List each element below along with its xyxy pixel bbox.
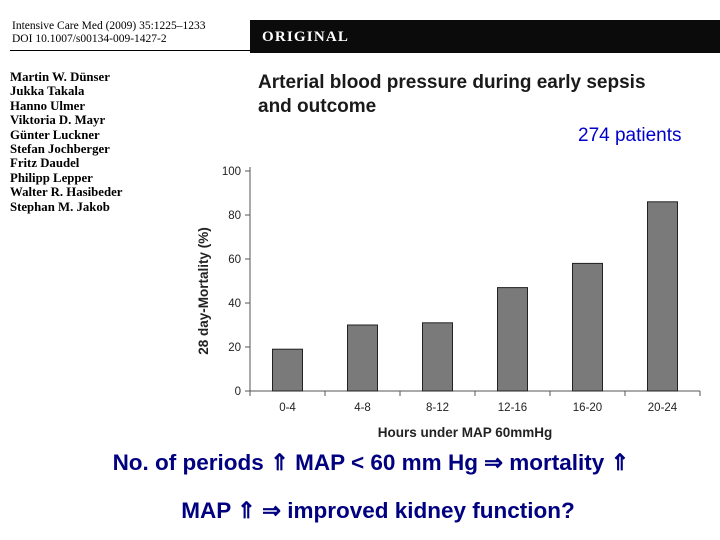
author-name: Jukka Takala	[10, 84, 85, 99]
bar-0-4	[272, 348, 303, 392]
article-title-line: Arterial blood pressure during early sep…	[258, 72, 646, 93]
y-axis-title: 28 day-Mortality (%)	[196, 227, 211, 355]
y-tick-label: 100	[222, 166, 241, 178]
y-tick-label: 80	[228, 210, 241, 222]
finding-mortality: No. of periods ⇑ MAP < 60 mm Hg ⇒ mortal…	[112, 450, 630, 475]
citation-doi: DOI 10.1007/s00134-009-1427-2	[12, 33, 167, 45]
bar-12-16	[497, 287, 528, 392]
author-name: Philipp Lepper	[10, 170, 93, 185]
section-banner: ORIGINAL	[250, 20, 720, 53]
author-list: Martin W. Dünser Jukka Takala Hanno Ulme…	[10, 70, 190, 214]
author-name: Hanno Ulmer	[10, 98, 86, 113]
mortality-bar-chart: 0 20 40 60 80 100 0-4 4-8 8-12 12-16 16-20 20-24 Hou…	[196, 166, 701, 440]
article-title: Arterial blood pressure during early sep…	[258, 71, 718, 119]
author-name: Stephan M. Jakob	[10, 199, 110, 214]
bar-4-8	[347, 324, 378, 392]
author-name: Günter Luckner	[10, 127, 100, 142]
author-name: Fritz Daudel	[10, 156, 80, 171]
finding-kidney-function: MAP ⇑ ⇒ improved kidney function?	[181, 498, 575, 523]
y-tick-label: 0	[235, 386, 241, 398]
y-tick-label: 40	[228, 298, 241, 310]
citation-divider	[10, 50, 252, 51]
bar-16-20	[572, 262, 603, 392]
x-tick-label: 0-4	[279, 402, 296, 414]
article-title-line: and outcome	[258, 96, 377, 117]
author-name: Viktoria D. Mayr	[10, 113, 106, 128]
x-tick-label: 16-20	[573, 402, 602, 414]
y-tick-label: 60	[228, 254, 241, 266]
x-axis-title: Hours under MAP 60mmHg	[378, 425, 553, 440]
x-tick-label: 12-16	[498, 402, 527, 414]
journal-citation: Intensive Care Med (2009) 35:1225–1233 D…	[12, 20, 252, 46]
bar-20-24	[647, 201, 678, 392]
author-name: Walter R. Hasibeder	[10, 185, 123, 200]
x-tick-label: 20-24	[648, 402, 678, 414]
x-tick-label: 4-8	[354, 402, 371, 414]
bar-8-12	[422, 322, 453, 392]
patient-count-label: 274 patients	[578, 125, 682, 146]
citation-journal: Intensive Care Med (2009) 35:1225–1233	[12, 20, 206, 32]
author-name: Martin W. Dünser	[10, 70, 110, 84]
author-name: Stefan Jochberger	[10, 142, 110, 157]
x-tick-label: 8-12	[426, 402, 449, 414]
y-tick-label: 20	[228, 342, 241, 354]
banner-label: ORIGINAL	[262, 29, 350, 45]
